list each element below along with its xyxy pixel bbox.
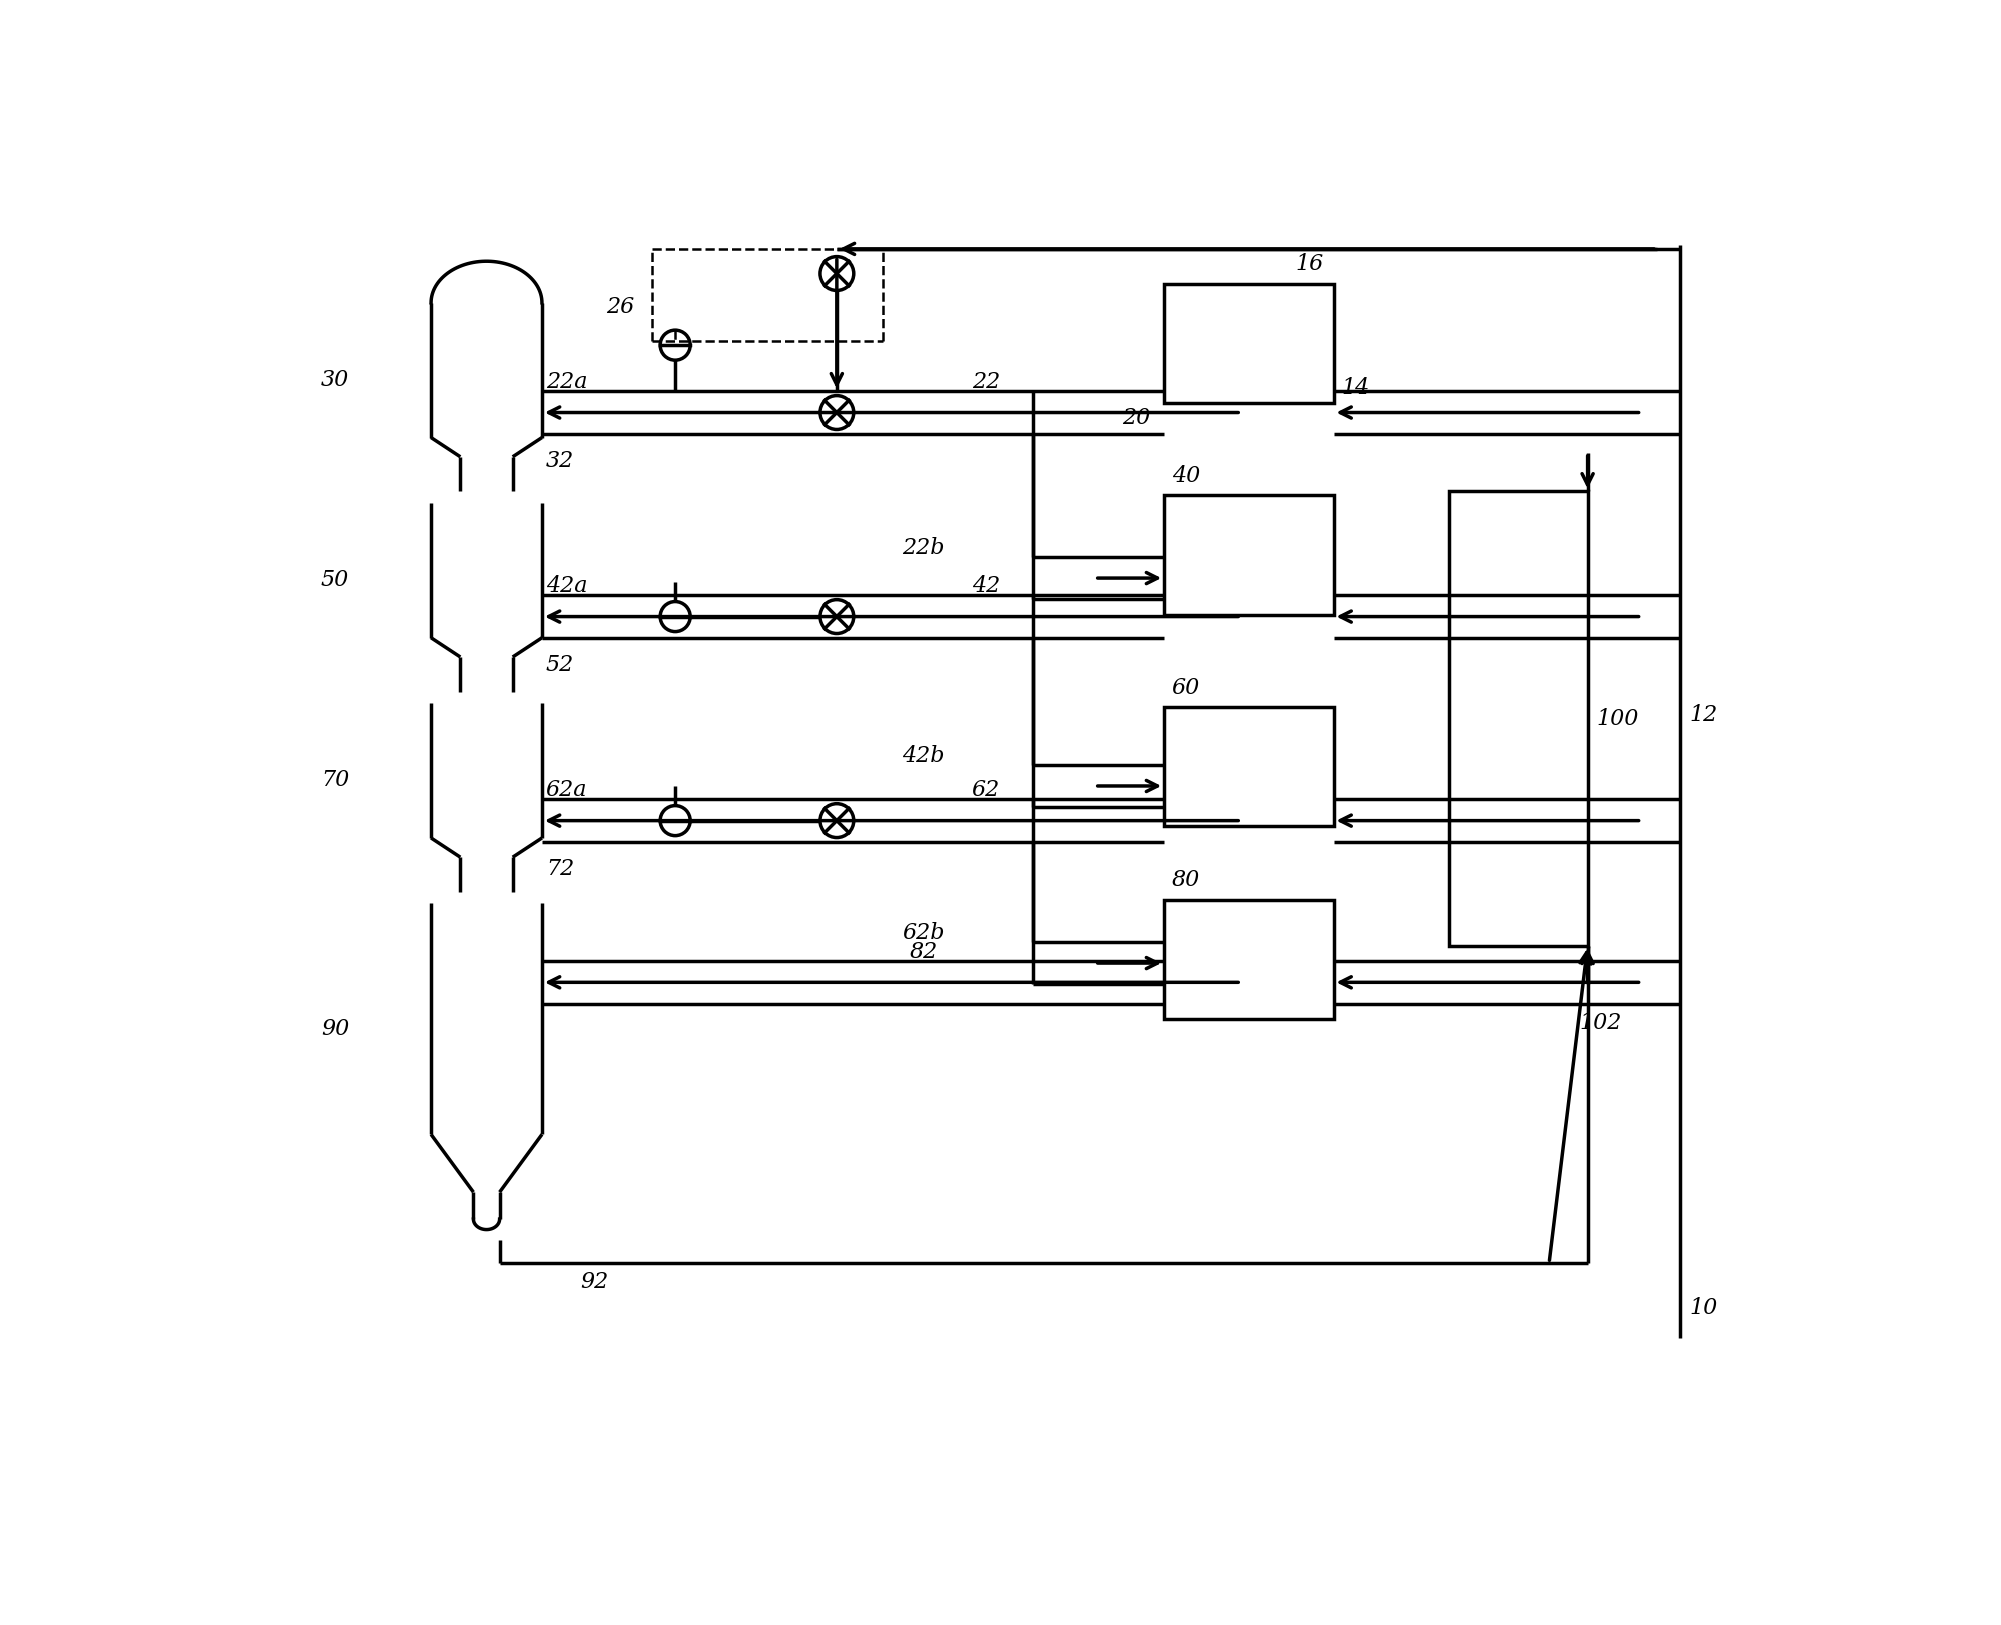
Text: 62a: 62a	[546, 780, 588, 801]
Text: 22: 22	[972, 370, 1000, 393]
Text: 22a: 22a	[546, 370, 588, 393]
Text: 16: 16	[1295, 254, 1323, 275]
Text: 32: 32	[546, 450, 574, 471]
Bar	[1449, 491, 1587, 946]
Text: 102: 102	[1581, 1012, 1623, 1034]
Text: 22b: 22b	[902, 536, 944, 559]
Text: 52: 52	[546, 653, 574, 676]
Text: 26: 26	[606, 296, 634, 317]
Text: 60: 60	[1173, 676, 1201, 699]
Text: 62b: 62b	[902, 921, 944, 944]
Bar	[1165, 900, 1333, 1019]
Text: 30: 30	[320, 369, 350, 390]
Bar	[1165, 283, 1333, 403]
Text: 12: 12	[1689, 704, 1717, 726]
Text: 80: 80	[1173, 869, 1201, 890]
Text: 62: 62	[972, 780, 1000, 801]
Text: 72: 72	[546, 858, 574, 879]
Text: 90: 90	[320, 1017, 350, 1040]
Text: 70: 70	[320, 769, 350, 791]
Text: 14: 14	[1341, 377, 1369, 398]
Text: 82: 82	[910, 941, 938, 964]
Text: 42: 42	[972, 575, 1000, 596]
Text: 20: 20	[1123, 408, 1151, 429]
Text: 42a: 42a	[546, 575, 588, 596]
Text: 40: 40	[1173, 465, 1201, 487]
Bar	[1165, 496, 1333, 614]
Bar	[1165, 707, 1333, 827]
Text: 50: 50	[320, 569, 350, 592]
Text: 42b: 42b	[902, 744, 944, 767]
Text: 10: 10	[1689, 1297, 1717, 1318]
Text: 100: 100	[1597, 707, 1639, 730]
Text: 92: 92	[580, 1271, 608, 1294]
